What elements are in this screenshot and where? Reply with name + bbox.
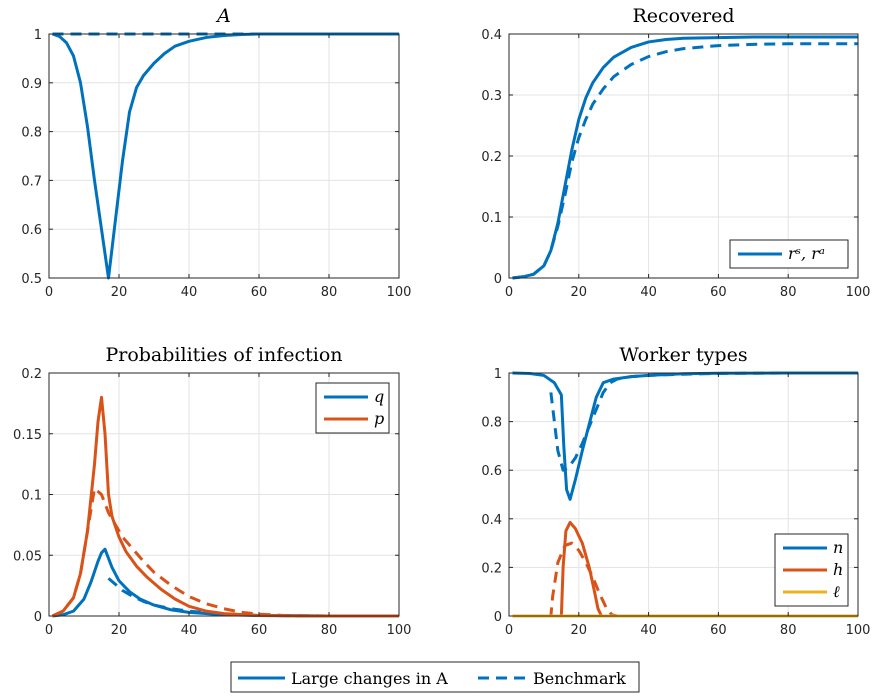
x-tick-label: 60 — [710, 623, 727, 638]
x-tick-label: 100 — [846, 623, 871, 638]
series-group — [52, 32, 399, 280]
chart-title: Probabilities of infection — [105, 344, 342, 366]
y-tick-label: 0.15 — [13, 428, 42, 443]
legend-label: rˢ, rᵃ — [788, 244, 825, 263]
x-tick-label: 0 — [45, 623, 53, 638]
x-tick-label: 40 — [181, 285, 198, 300]
y-tick-label: 0.2 — [481, 561, 502, 576]
legend-box — [315, 382, 390, 434]
y-tick-label: 0.6 — [21, 223, 42, 238]
legend-label-solid: Large changes in A — [291, 669, 448, 688]
x-tick-label: 20 — [111, 285, 128, 300]
chart-title: Recovered — [632, 5, 734, 27]
legend: rˢ, rᵃ — [729, 239, 849, 269]
chart-probabilities: 0 20 40 60 80 100 0 0.05 0.1 0.15 0.2 Probabilities… — [13, 344, 411, 638]
x-tick-label: 60 — [251, 285, 268, 300]
y-tick-label: 0 — [494, 610, 502, 625]
chart-workers: 0 20 40 60 80 100 0 0.2 0.4 0.6 0.8 1 Worker types nh… — [481, 344, 870, 638]
y-tick-label: 0.3 — [481, 89, 502, 104]
y-tick-label: 0.4 — [481, 28, 502, 43]
x-tick-label: 100 — [387, 623, 412, 638]
bottom-legend-box — [230, 661, 640, 693]
series-group — [512, 35, 858, 280]
x-tick-label: 60 — [251, 623, 268, 638]
y-tick-label: 0.1 — [21, 489, 42, 504]
x-tick-label: 80 — [321, 285, 338, 300]
x-tick-label: 20 — [571, 285, 588, 300]
axes-box — [48, 33, 400, 279]
series-line-dashed — [107, 577, 399, 618]
series-line-solid — [512, 371, 858, 501]
y-tick-label: 0.8 — [481, 416, 502, 431]
legend: qp — [315, 382, 390, 434]
x-tick-label: 0 — [45, 285, 53, 300]
series-line-solid — [52, 547, 399, 618]
legend: nhℓ — [774, 533, 849, 607]
y-tick-label: 1 — [494, 367, 502, 382]
y-tick-label: 0.1 — [481, 211, 502, 226]
y-tick-label: 0 — [494, 272, 502, 287]
chart-A: 0 20 40 60 80 100 0.5 0.6 0.7 0.8 0.9 1 A — [21, 5, 411, 300]
x-tick-label: 100 — [387, 285, 412, 300]
x-tick-label: 0 — [505, 623, 513, 638]
x-tick-label: 20 — [571, 623, 588, 638]
legend-label: p — [374, 409, 384, 428]
x-tick-label: 20 — [111, 623, 128, 638]
legend-label-dashed: Benchmark — [533, 669, 626, 688]
y-tick-label: 0.8 — [21, 126, 42, 141]
y-tick-label: 0.2 — [481, 150, 502, 165]
x-tick-label: 80 — [780, 623, 797, 638]
x-tick-label: 40 — [640, 623, 657, 638]
legend-label: q — [374, 387, 384, 406]
bottom-legend: Large changes in A Benchmark — [230, 661, 640, 693]
series-line-dashed — [549, 371, 858, 472]
y-tick-label: 0.9 — [21, 77, 42, 92]
x-tick-label: 80 — [780, 285, 797, 300]
y-tick-label: 0.6 — [481, 464, 502, 479]
legend-label: h — [833, 560, 843, 579]
x-tick-label: 80 — [321, 623, 338, 638]
y-tick-label: 0.7 — [21, 174, 42, 189]
chart-title: Worker types — [619, 344, 747, 366]
y-tick-label: 1 — [34, 28, 42, 43]
x-tick-label: 40 — [640, 285, 657, 300]
axes-box — [508, 372, 859, 617]
y-tick-label: 0.05 — [13, 549, 42, 564]
y-tick-label: 0.5 — [21, 272, 42, 287]
x-tick-label: 100 — [846, 285, 871, 300]
x-tick-label: 40 — [181, 623, 198, 638]
chart-recovered: 0 20 40 60 80 100 0 0.1 0.2 0.3 0.4 Recovered rˢ, rᵃ — [481, 5, 870, 300]
series-line-dashed — [512, 42, 858, 280]
y-tick-label: 0 — [34, 610, 42, 625]
chart-title: A — [215, 5, 231, 27]
legend-label: ℓ — [833, 582, 840, 601]
series-group — [51, 395, 399, 618]
series-line-solid — [52, 32, 399, 280]
series-line-dashed — [51, 486, 399, 618]
y-tick-label: 0.4 — [481, 513, 502, 528]
y-tick-label: 0.2 — [21, 367, 42, 382]
x-tick-label: 60 — [710, 285, 727, 300]
x-tick-label: 0 — [505, 285, 513, 300]
legend-label: n — [833, 538, 843, 557]
